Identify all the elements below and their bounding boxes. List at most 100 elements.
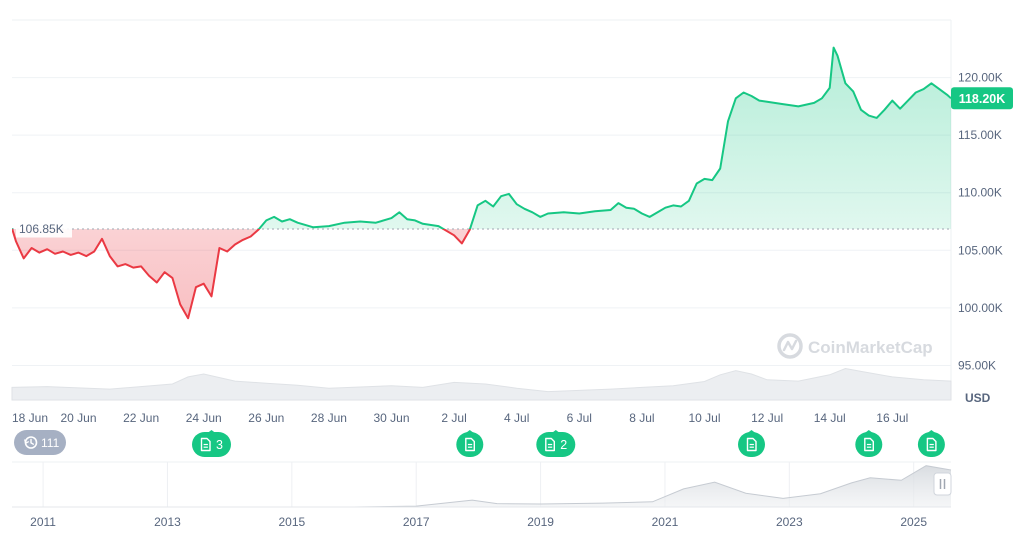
price-point[interactable]: [662, 205, 668, 211]
price-point[interactable]: [451, 232, 457, 238]
price-point[interactable]: [201, 281, 207, 287]
price-point[interactable]: [52, 251, 58, 257]
price-point[interactable]: [905, 98, 911, 104]
price-point[interactable]: [271, 214, 277, 220]
price-point[interactable]: [162, 269, 168, 275]
price-point[interactable]: [795, 103, 801, 109]
price-point[interactable]: [780, 101, 786, 107]
price-point[interactable]: [623, 205, 629, 211]
price-point[interactable]: [811, 100, 817, 106]
price-point[interactable]: [357, 219, 363, 225]
price-point[interactable]: [99, 236, 105, 242]
price-point[interactable]: [44, 246, 50, 252]
price-point[interactable]: [756, 98, 762, 104]
price-point[interactable]: [412, 217, 418, 223]
price-point[interactable]: [831, 45, 837, 51]
price-point[interactable]: [9, 225, 15, 231]
price-point[interactable]: [490, 204, 496, 210]
news-event-marker[interactable]: 2: [536, 430, 576, 457]
price-point[interactable]: [240, 237, 246, 243]
price-point[interactable]: [279, 219, 285, 225]
price-point[interactable]: [576, 211, 582, 217]
price-point[interactable]: [107, 253, 113, 259]
price-point[interactable]: [647, 214, 653, 220]
price-point[interactable]: [561, 209, 567, 215]
price-point[interactable]: [185, 315, 191, 321]
price-point[interactable]: [498, 193, 504, 199]
price-point[interactable]: [224, 249, 230, 255]
price-point[interactable]: [91, 249, 97, 255]
price-point[interactable]: [76, 250, 82, 256]
navigator-handle[interactable]: [933, 472, 952, 496]
price-point[interactable]: [475, 202, 481, 208]
price-point[interactable]: [506, 191, 512, 197]
price-point[interactable]: [631, 206, 637, 212]
price-point[interactable]: [858, 107, 864, 113]
price-point[interactable]: [928, 80, 934, 86]
price-point[interactable]: [169, 275, 175, 281]
price-point[interactable]: [29, 245, 35, 251]
price-point[interactable]: [639, 211, 645, 217]
price-point[interactable]: [467, 227, 473, 233]
price-point[interactable]: [709, 177, 715, 183]
price-point[interactable]: [897, 106, 903, 112]
price-point[interactable]: [514, 201, 520, 207]
price-point[interactable]: [342, 220, 348, 226]
price-point[interactable]: [529, 209, 535, 215]
news-event-marker[interactable]: 3: [192, 430, 231, 457]
price-point[interactable]: [310, 224, 316, 230]
price-point[interactable]: [396, 209, 402, 215]
price-point[interactable]: [482, 198, 488, 204]
price-point[interactable]: [913, 90, 919, 96]
price-point[interactable]: [702, 176, 708, 182]
price-point[interactable]: [115, 263, 121, 269]
price-point[interactable]: [21, 255, 27, 261]
price-point[interactable]: [263, 217, 269, 223]
news-event-marker[interactable]: [456, 430, 484, 457]
price-point[interactable]: [741, 90, 747, 96]
price-point[interactable]: [36, 250, 42, 256]
price-point[interactable]: [608, 207, 614, 213]
price-point[interactable]: [459, 240, 465, 246]
price-point[interactable]: [60, 249, 66, 255]
price-point[interactable]: [921, 86, 927, 92]
price-point[interactable]: [882, 107, 888, 113]
price-point[interactable]: [326, 223, 332, 229]
price-point[interactable]: [827, 85, 833, 91]
price-point[interactable]: [678, 204, 684, 210]
price-point[interactable]: [592, 208, 598, 214]
price-point[interactable]: [216, 245, 222, 251]
price-point[interactable]: [138, 263, 144, 269]
price-point[interactable]: [287, 216, 293, 222]
price-point[interactable]: [130, 265, 136, 271]
price-point[interactable]: [177, 301, 183, 307]
price-point[interactable]: [295, 220, 301, 226]
price-point[interactable]: [13, 238, 19, 244]
navigator[interactable]: 2011 2013 2015 2017 2019 2021 2023 2025: [12, 461, 952, 529]
price-point[interactable]: [404, 216, 410, 222]
price-point[interactable]: [850, 88, 856, 94]
price-point[interactable]: [936, 86, 942, 92]
price-point[interactable]: [154, 280, 160, 286]
price-point[interactable]: [749, 93, 755, 99]
price-point[interactable]: [537, 214, 543, 220]
price-point[interactable]: [842, 80, 848, 86]
news-event-marker[interactable]: [738, 430, 765, 457]
price-point[interactable]: [889, 98, 895, 104]
price-point[interactable]: [874, 115, 880, 121]
price-point[interactable]: [420, 221, 426, 227]
price-point[interactable]: [522, 206, 528, 212]
price-point[interactable]: [725, 118, 731, 124]
price-point[interactable]: [686, 198, 692, 204]
price-point[interactable]: [545, 211, 551, 217]
price-point[interactable]: [615, 200, 621, 206]
price-point[interactable]: [436, 223, 442, 229]
history-badge[interactable]: 111: [14, 430, 66, 455]
price-point[interactable]: [146, 273, 152, 279]
price-point[interactable]: [248, 234, 254, 240]
price-point[interactable]: [655, 209, 661, 215]
price-point[interactable]: [83, 253, 89, 259]
price-point[interactable]: [373, 220, 379, 226]
price-point[interactable]: [232, 242, 238, 248]
